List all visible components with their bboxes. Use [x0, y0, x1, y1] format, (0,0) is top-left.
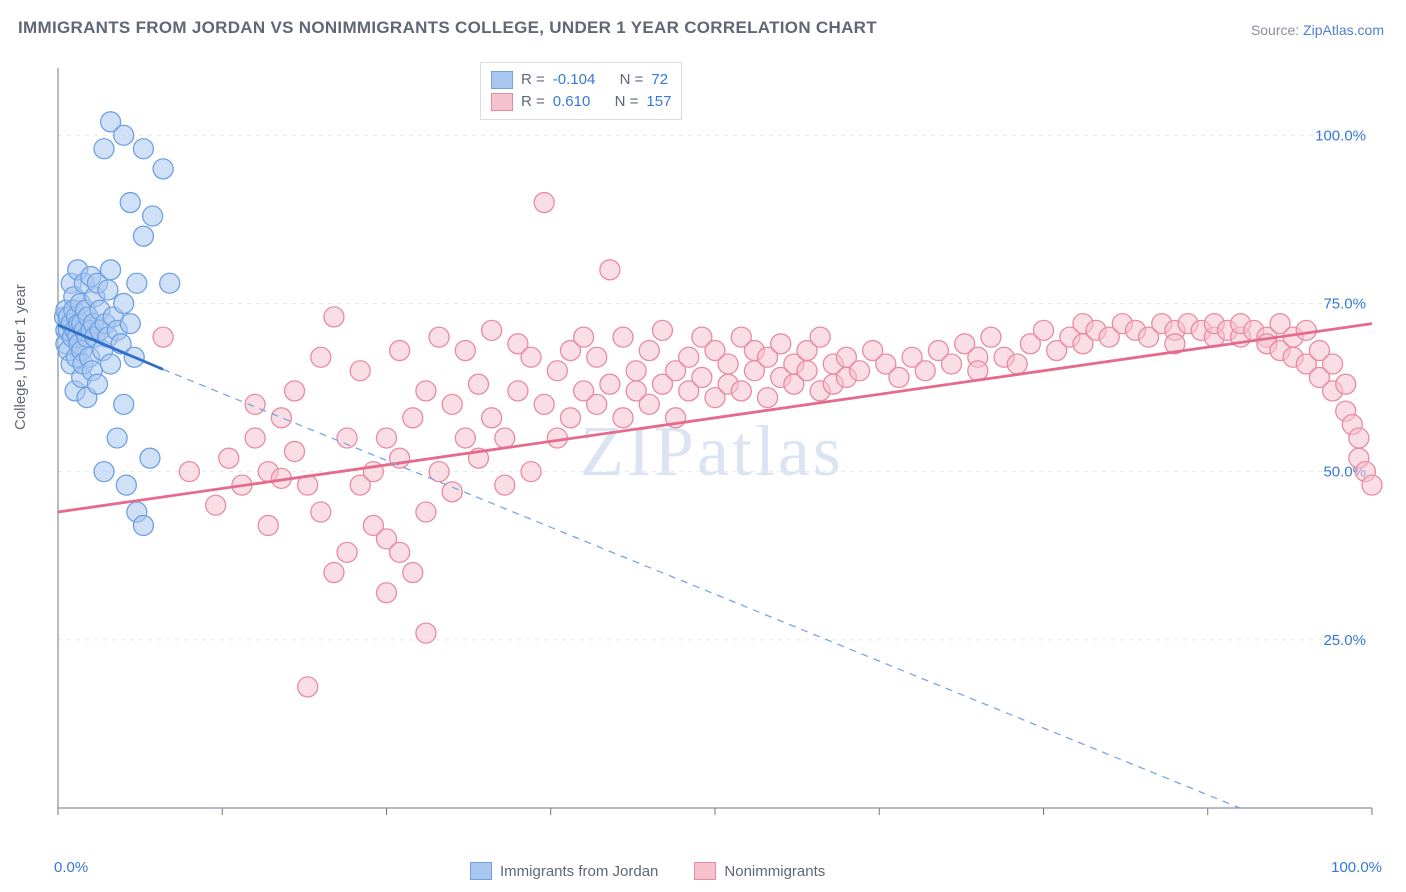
series-legend: Immigrants from Jordan Nonimmigrants [470, 862, 825, 880]
legend-n-label: N = [615, 91, 639, 113]
legend-swatch [491, 71, 513, 89]
legend-stat-row: R = 0.610 N = 157 [491, 91, 671, 113]
x-axis-min-label: 0.0% [54, 859, 88, 876]
source-prefix: Source: [1251, 22, 1303, 38]
legend-n-label: N = [620, 69, 644, 91]
legend-stat-row: R = -0.104 N = 72 [491, 69, 671, 91]
legend-series-label: Nonimmigrants [724, 863, 825, 880]
legend-n-value: 157 [646, 91, 671, 113]
correlation-legend: R =-0.104 N =72R =0.610 N =157 [480, 62, 682, 120]
svg-text:100.0%: 100.0% [1315, 127, 1366, 144]
legend-r-label: R = [521, 69, 545, 91]
legend-swatch [470, 862, 492, 880]
legend-series-label: Immigrants from Jordan [500, 863, 658, 880]
plot-area: 25.0%50.0%75.0%100.0% [52, 60, 1384, 840]
chart-container: IMMIGRANTS FROM JORDAN VS NONIMMIGRANTS … [0, 0, 1406, 892]
x-axis-max-label: 100.0% [1331, 859, 1382, 876]
svg-text:25.0%: 25.0% [1323, 632, 1366, 649]
legend-r-label: R = [521, 91, 545, 113]
chart-title: IMMIGRANTS FROM JORDAN VS NONIMMIGRANTS … [18, 18, 877, 38]
source-attribution: Source: ZipAtlas.com [1251, 22, 1384, 38]
legend-r-value: 0.610 [553, 91, 591, 113]
legend-series-item: Immigrants from Jordan [470, 862, 658, 880]
source-link[interactable]: ZipAtlas.com [1303, 22, 1384, 38]
legend-r-value: -0.104 [553, 69, 596, 91]
legend-swatch [694, 862, 716, 880]
legend-series-item: Nonimmigrants [694, 862, 825, 880]
legend-swatch [491, 93, 513, 111]
legend-n-value: 72 [651, 69, 668, 91]
svg-text:75.0%: 75.0% [1323, 295, 1366, 312]
y-axis-label: College, Under 1 year [12, 284, 29, 430]
chart-svg: 25.0%50.0%75.0%100.0% [52, 60, 1384, 840]
